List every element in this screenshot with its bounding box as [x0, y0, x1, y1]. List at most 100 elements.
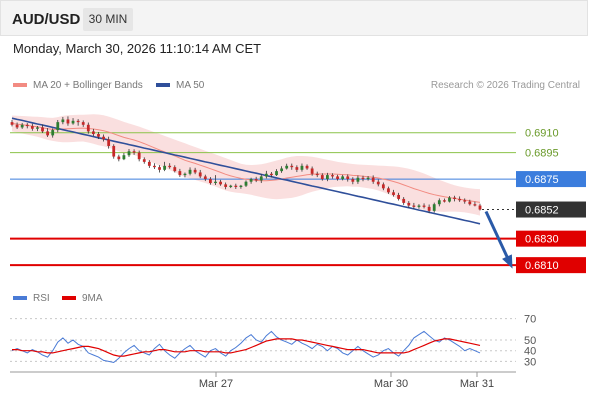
candle-body: [290, 165, 294, 168]
candle-body: [107, 139, 111, 146]
candle-body: [61, 119, 65, 123]
candle-body: [473, 204, 477, 206]
rsi-tick-50: 50: [524, 335, 536, 347]
candle-body: [183, 173, 187, 176]
level-label-0.6910: 0.6910: [525, 128, 559, 140]
level-label-0.6810: 0.6810: [525, 260, 559, 272]
candle-body: [478, 205, 482, 210]
level-label-0.6830: 0.6830: [525, 234, 559, 246]
level-tag-0.6830: [516, 230, 586, 247]
rsi-legend-label: RSI: [33, 293, 50, 304]
candle-body: [392, 192, 395, 195]
level-label-0.6895: 0.6895: [525, 148, 559, 160]
candle-body: [91, 131, 95, 135]
candle-body: [163, 165, 167, 170]
candle-body: [178, 171, 182, 176]
candle-body: [320, 175, 324, 180]
forecast-arrow-shaft: [484, 210, 512, 264]
candle-body: [259, 176, 263, 181]
legend-ma20: MA 20 + Bollinger Bands: [13, 80, 143, 91]
candle-body: [46, 131, 50, 136]
candle-body: [41, 127, 44, 132]
header-bar: AUD/USD 30 MIN: [0, 0, 588, 36]
ma50-line: [11, 117, 481, 225]
candle-body: [147, 161, 151, 166]
candle-body: [188, 169, 192, 174]
candle-body: [341, 176, 345, 180]
candle-body: [300, 165, 304, 170]
candle-body: [76, 120, 80, 123]
legend-9ma: 9MA: [62, 293, 103, 304]
candle-body: [112, 145, 116, 157]
bollinger-band: [12, 114, 480, 216]
candle-body: [244, 181, 248, 186]
candle-body: [234, 185, 238, 188]
candle-body: [356, 177, 360, 182]
candle-body: [361, 177, 365, 180]
timestamp: Monday, March 30, 2026 11:10:14 AM CET: [13, 41, 262, 56]
candle-body: [407, 202, 411, 206]
candle-body: [203, 176, 207, 180]
candle-body: [315, 173, 319, 176]
x-tick-label: Mar 27: [199, 378, 233, 390]
rsi-9ma-line: [12, 338, 481, 357]
candle-body: [295, 167, 299, 170]
candle-body: [305, 165, 309, 169]
legend-ma50: MA 50: [156, 80, 204, 91]
candle-body: [442, 200, 446, 202]
candle-body: [254, 179, 258, 181]
candle-body: [371, 177, 375, 182]
level-label-0.6875: 0.6875: [525, 174, 559, 186]
candle-body: [325, 175, 329, 180]
candle-body: [15, 124, 19, 128]
candle-body: [56, 122, 60, 131]
timeframe-button[interactable]: 30 MIN: [83, 8, 133, 31]
candle-body: [36, 127, 39, 129]
candle-body: [153, 165, 156, 168]
rsi-tick-30: 30: [524, 356, 536, 368]
candle-body: [366, 177, 370, 180]
candle-body: [158, 167, 161, 170]
research-credit: Research © 2026 Trading Central: [430, 80, 580, 91]
candle-body: [127, 151, 131, 156]
candle-body: [422, 205, 426, 207]
candle-body: [264, 173, 268, 177]
candle-body: [168, 165, 172, 168]
candle-body: [30, 126, 34, 129]
candle-body: [193, 169, 197, 173]
candle-body: [376, 181, 380, 185]
symbol-label: AUD/USD: [12, 11, 81, 28]
candle-body: [453, 197, 456, 199]
candle-body: [346, 176, 350, 180]
candle-body: [397, 194, 401, 199]
candle-body: [102, 136, 105, 140]
ma50-legend-label: MA 50: [176, 80, 205, 91]
candle-body: [208, 179, 212, 184]
last-price-tag: [516, 201, 586, 218]
candle-body: [412, 205, 416, 207]
candle-body: [10, 122, 14, 125]
candle-body: [71, 120, 75, 124]
ma20-legend-label: MA 20 + Bollinger Bands: [33, 80, 143, 91]
candle-body: [351, 179, 355, 182]
x-tick-label: Mar 30: [374, 378, 408, 390]
candle-body: [285, 165, 289, 169]
candle-body: [417, 205, 421, 207]
candle-body: [275, 171, 278, 176]
candle-body: [86, 124, 90, 132]
candle-body: [97, 134, 100, 137]
candle-body: [239, 185, 243, 188]
candle-body: [20, 124, 24, 128]
last-price-label: 0.6852: [525, 205, 559, 217]
candle-body: [331, 175, 334, 177]
ma9-swatch: [62, 296, 76, 301]
candle-body: [437, 200, 441, 205]
candle-body: [432, 204, 436, 211]
ma20-line: [11, 123, 481, 203]
candle-body: [173, 167, 177, 172]
ma20-swatch: [13, 83, 27, 88]
candle-body: [198, 172, 202, 177]
forecast-arrow-head: [502, 254, 513, 269]
candle-body: [219, 181, 222, 185]
